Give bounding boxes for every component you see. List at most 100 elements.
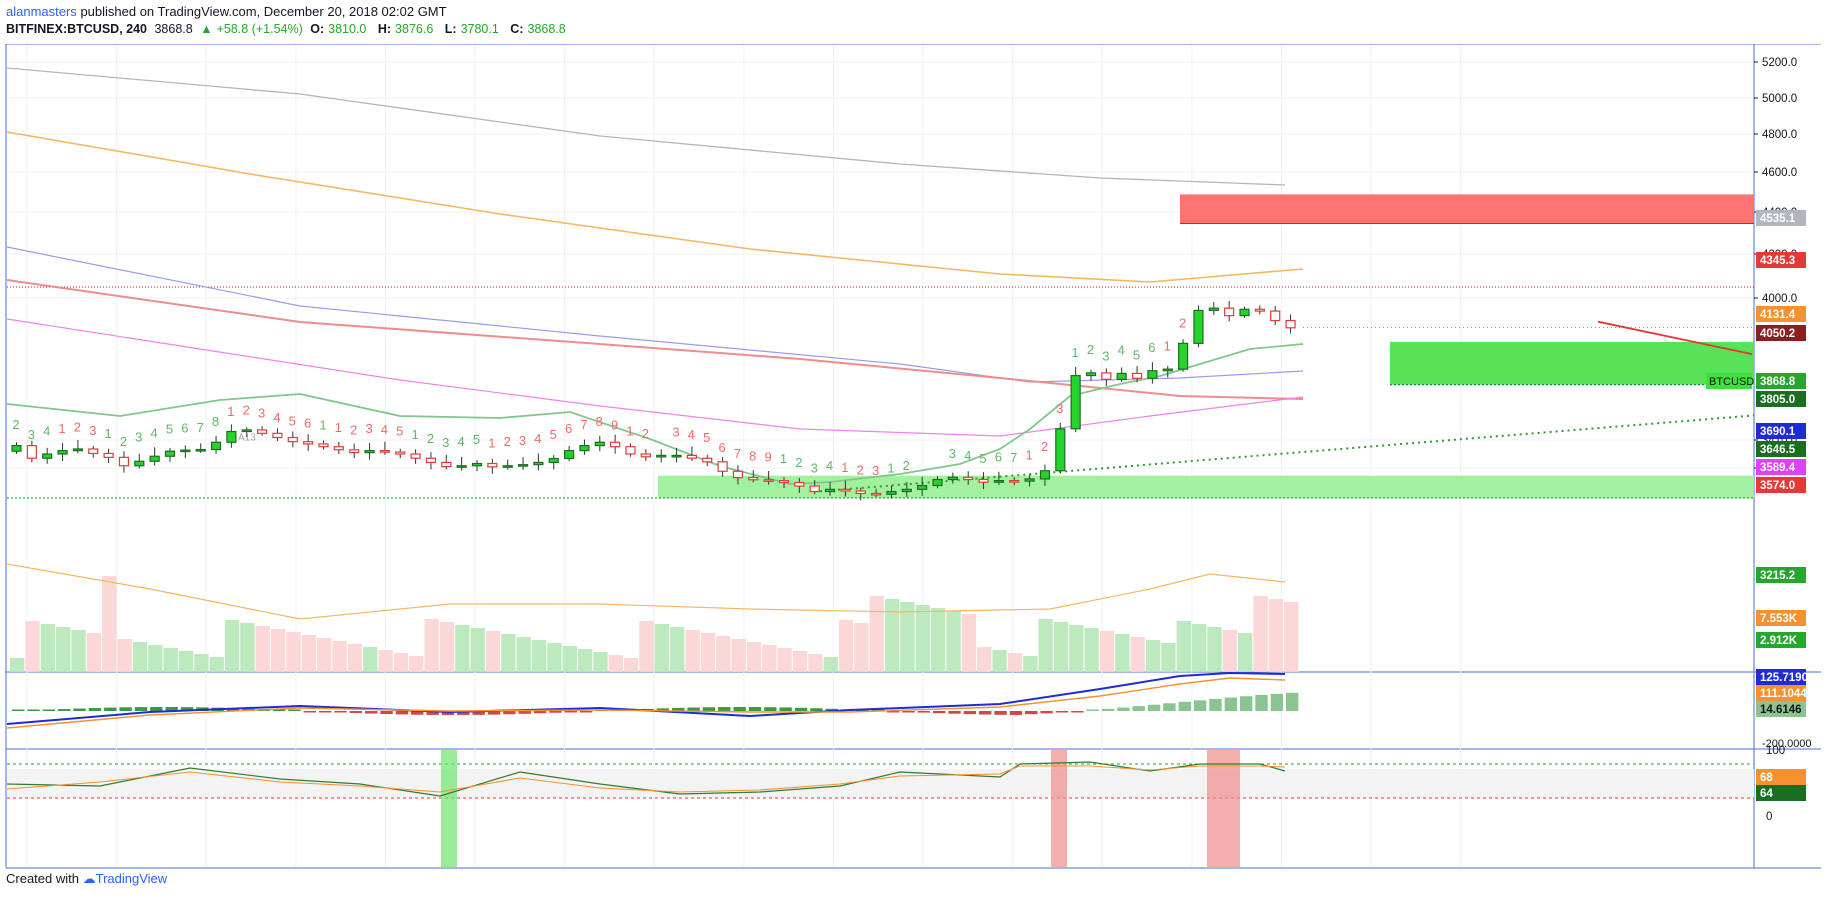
td-count-label: 1 — [1025, 448, 1032, 463]
candle — [640, 449, 651, 461]
volume-bar — [102, 576, 117, 672]
macd-histogram-bar — [533, 711, 547, 714]
volume-bar — [900, 602, 915, 672]
candle — [395, 448, 406, 459]
macd-histogram-bar — [886, 711, 900, 713]
macd-histogram-bar — [994, 711, 1007, 715]
created-with-text: Created with — [6, 871, 79, 886]
volume-bar — [670, 627, 685, 672]
price-tag-label: 64 — [1760, 788, 1773, 800]
candle — [579, 439, 590, 455]
price-tick-label: 5000.0 — [1762, 93, 1797, 105]
price-chart[interactable]: 23 4 1 2 3 12 3 4 5 6 7 81 2 3 4 5 6 1 1 2 3 4 5 1 2 3 4 5 1 2 3 4 5 6 7 8 9… — [0, 44, 1828, 869]
candle — [993, 471, 1005, 485]
volume-bar — [961, 614, 977, 672]
volume-bar — [608, 655, 623, 672]
price-tag-bg — [1756, 610, 1806, 626]
td-count-label: 3 — [258, 406, 265, 421]
price-tag: 3690.1 — [1756, 423, 1806, 439]
macd-histogram-bar — [1163, 703, 1176, 711]
price-tag-label: 7.553K — [1760, 613, 1798, 625]
candle-body — [487, 462, 498, 468]
candle — [917, 476, 928, 497]
candle — [1177, 339, 1189, 372]
macd-histogram-bar — [334, 711, 347, 713]
td-count-label: 7 — [734, 446, 741, 461]
volume-bar — [209, 657, 224, 672]
td-count-label: 4 — [458, 434, 465, 449]
author-link[interactable]: alanmasters — [6, 4, 77, 19]
candle-body — [563, 450, 575, 460]
candle-body — [748, 476, 759, 481]
candle-body — [533, 461, 544, 466]
candle — [1085, 369, 1097, 381]
macd-histogram-bar — [395, 711, 409, 715]
candle-body — [210, 441, 222, 451]
td-count-label: 4 — [381, 422, 388, 437]
candle-body — [1193, 309, 1204, 344]
candle-body — [1024, 478, 1035, 482]
symbol-label: BITFINEX:BTCUSD, 240 — [6, 22, 147, 36]
candle-body — [1116, 372, 1127, 380]
candle-body — [456, 465, 467, 468]
macd-histogram-bar — [441, 711, 455, 715]
td-count-label: 1 — [488, 435, 495, 450]
candle — [364, 443, 375, 460]
volume-bar — [409, 656, 424, 672]
macd-histogram-bar — [457, 711, 470, 715]
candle — [1009, 477, 1020, 486]
candle-body — [717, 461, 728, 472]
volume-bar — [884, 599, 900, 672]
candle-body — [579, 445, 590, 452]
price-tag: 7.553K — [1756, 610, 1806, 626]
price-tag-bg — [1756, 669, 1806, 685]
rsi-tick-label: 100 — [1766, 745, 1785, 757]
volume-bar — [854, 623, 869, 672]
candle-body — [1208, 307, 1219, 312]
volume-bar — [71, 630, 86, 672]
td-count-label: 1 — [1072, 345, 1079, 360]
macd-histogram-bar — [733, 707, 746, 711]
candle-body — [671, 454, 682, 458]
price-tag-label: 4535.1 — [1760, 213, 1796, 225]
td-count-label: 7 — [1010, 450, 1017, 465]
candle-body — [809, 485, 820, 493]
macd-pane — [6, 671, 1299, 729]
td-count-label: 1 — [411, 427, 418, 442]
candle — [1070, 366, 1081, 433]
candle-body — [855, 490, 866, 495]
price-tag: 125.7190 — [1756, 669, 1808, 685]
volume-bar — [547, 643, 562, 672]
tradingview-link[interactable]: TradingView — [95, 871, 168, 886]
volume-bar — [224, 620, 240, 672]
price-tag-label: 125.7190 — [1760, 672, 1808, 684]
price-tag-label: 3868.8 — [1760, 376, 1796, 388]
volume-bar — [1222, 630, 1237, 672]
price-tag-bg — [1756, 769, 1806, 785]
td-count-label: 1 — [335, 420, 342, 435]
td-count-label: 3 — [811, 460, 818, 475]
td-count-label: 3 — [872, 463, 879, 478]
candle — [241, 427, 252, 438]
macd-histogram-bar — [825, 708, 838, 711]
td-count-label: 2 — [1179, 315, 1186, 330]
candle-body — [640, 453, 651, 458]
macd-histogram-bar — [88, 708, 102, 711]
td-count-label: 9 — [765, 449, 772, 464]
macd-histogram-bar — [487, 711, 501, 715]
candle-body — [932, 478, 943, 487]
ma-blue — [6, 246, 1304, 383]
rsi-highlight-green — [441, 750, 457, 867]
candle-body — [702, 457, 713, 463]
open-label: O: 3810.0 — [310, 22, 367, 36]
candle-body — [686, 454, 698, 459]
macd-histogram-bar — [810, 708, 823, 711]
price-tag-bg — [1756, 252, 1806, 268]
candle — [963, 471, 974, 485]
ohlc-readout: BITFINEX:BTCUSD, 240 3868.8 ▲ +58.8 (+1.5… — [6, 22, 574, 36]
price-tag-label: 4345.3 — [1760, 255, 1795, 267]
volume-bar — [132, 642, 148, 672]
macd-histogram-bar — [1240, 696, 1253, 711]
price-tag-label: 68 — [1760, 772, 1773, 784]
price-tag-label: 2.912K — [1760, 635, 1798, 647]
